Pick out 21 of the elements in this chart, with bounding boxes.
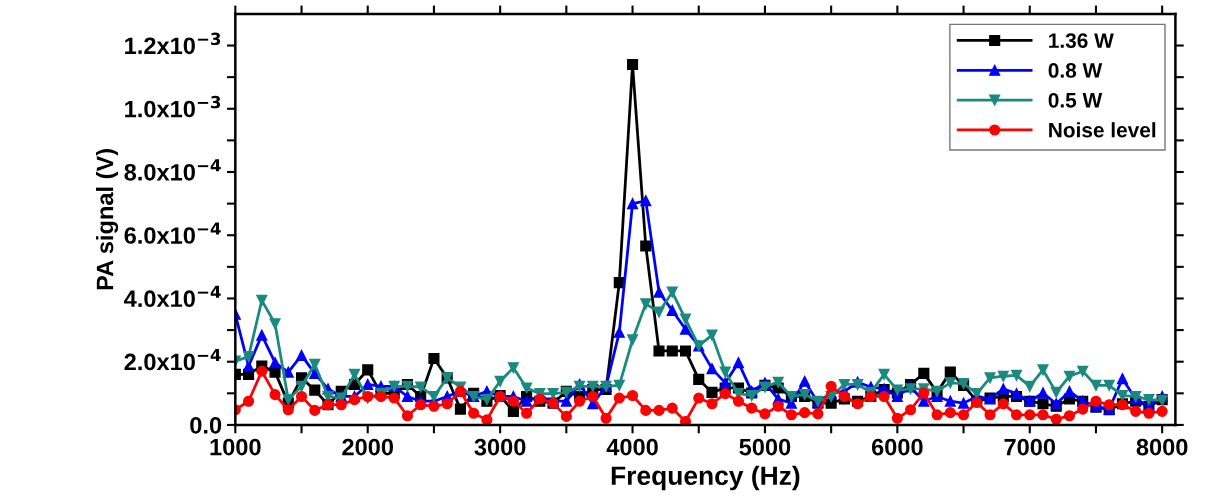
y-tick-label: 1.2x10$^{−3}$ <box>125 32 221 55</box>
x-tick-label: 7000 <box>1004 438 1056 456</box>
x-tick-label: 5000 <box>739 438 791 456</box>
y-tick-label: 2.0x10$^{−4}$ <box>124 349 221 371</box>
x-tick-label: 8000 <box>1136 438 1188 456</box>
x-tick-label: 6000 <box>871 438 923 456</box>
legend-label: Noise level <box>1049 122 1156 138</box>
y-tick-label: 0.0 <box>190 417 222 434</box>
y-tick-label: 1.0x10$^{−3}$ <box>125 95 221 118</box>
legend-label: 1.36 W <box>1049 33 1114 48</box>
y-axis-title: PA signal (V) <box>96 149 119 290</box>
x-axis-title: Frequency (Hz) <box>611 465 800 491</box>
x-tick-label: 1000 <box>210 438 261 456</box>
legend-label: 0.8 W <box>1048 63 1103 78</box>
y-tick-label: 6.0x10$^{−4}$ <box>124 222 221 244</box>
x-tick-label: 3000 <box>474 438 526 456</box>
legend-label: 0.5 W <box>1048 92 1103 108</box>
x-tick-label: 2000 <box>342 438 394 456</box>
x-tick-label: 4000 <box>606 438 658 456</box>
y-tick-label: 8.0x10$^{−4}$ <box>124 159 221 181</box>
y-tick-label: 4.0x10$^{−4}$ <box>124 285 221 308</box>
